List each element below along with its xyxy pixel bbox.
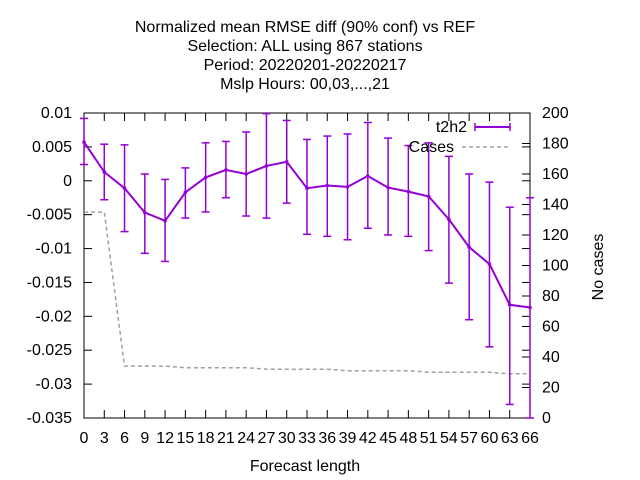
x-tick-label: 12: [156, 430, 174, 447]
title-line: Selection: ALL using 867 stations: [187, 38, 422, 55]
x-tick-label: 39: [339, 430, 357, 447]
y-tick-label: 0.005: [32, 139, 72, 156]
x-tick-label: 57: [460, 430, 478, 447]
x-tick-label: 15: [176, 430, 194, 447]
t2h2-point: [122, 186, 127, 191]
chart-title: Normalized mean RMSE diff (90% conf) vs …: [135, 19, 475, 93]
t2h2-point: [507, 303, 512, 307]
cases-line: [84, 211, 530, 375]
legend: t2h2 Cases: [409, 119, 511, 156]
x-axis-label: Forecast length: [250, 458, 360, 475]
x-tick-label: 27: [258, 430, 276, 447]
x-tick-label: 18: [197, 430, 215, 447]
t2h2-point: [467, 245, 471, 249]
legend-label-cases: Cases: [409, 139, 454, 156]
y-tick-label: -0.005: [27, 207, 72, 224]
t2h2-point: [284, 160, 289, 164]
x-tick-label: 51: [420, 430, 438, 447]
y2-tick-label: 160: [542, 166, 569, 183]
y-axis: 0.01 0.005 0 -0.005 -0.01 -0.015 -0.02 -0.025 -0…: [27, 105, 530, 427]
x-tick-label: 45: [379, 430, 397, 447]
y2-tick-label: 200: [542, 105, 569, 122]
x-tick-label: 42: [359, 430, 377, 447]
t2h2-point: [203, 175, 208, 180]
t2h2-point: [224, 168, 228, 172]
t2h2-point: [82, 140, 86, 144]
title-line: Period: 20220201-20220217: [204, 57, 407, 74]
y-tick-label: -0.025: [27, 342, 72, 359]
t2h2-point: [244, 172, 248, 176]
y2-tick-label: 60: [542, 319, 560, 336]
y-tick-label: -0.035: [27, 410, 72, 427]
y-tick-label: -0.03: [36, 376, 73, 393]
y2-tick-label: 80: [542, 288, 560, 305]
x-tick-label: 6: [120, 430, 129, 447]
y2-tick-label: 180: [542, 136, 569, 153]
t2h2-point: [447, 217, 451, 222]
y2-axis: 0 20 40 60 80 100 120 140 160 180 200: [522, 105, 569, 427]
t2h2-point: [305, 186, 309, 191]
x-tick-label: 3: [100, 430, 109, 447]
t2h2-point: [102, 170, 107, 174]
y-tick-label: -0.02: [36, 308, 73, 325]
title-line: Mslp Hours: 00,03,...,21: [220, 76, 390, 93]
t2h2-point: [366, 174, 370, 178]
y-tick-label: -0.01: [36, 241, 73, 258]
t2h2-point: [528, 305, 532, 310]
legend-label-t2h2: t2h2: [436, 119, 467, 136]
x-tick-label: 30: [278, 430, 296, 447]
cases-series: [84, 211, 530, 375]
t2h2-point: [406, 189, 411, 194]
t2h2-point: [325, 183, 330, 188]
x-tick-label: 54: [440, 430, 458, 447]
y2-tick-label: 40: [542, 349, 560, 366]
y2-axis-label: No cases: [590, 234, 607, 301]
x-axis: 0 3 6 9 12 15 18 21 24 27 30 33 36 39 42 45 48 51 54 57 60 63…: [80, 113, 539, 447]
t2h2-series: [80, 112, 534, 419]
x-tick-label: 63: [501, 430, 519, 447]
x-tick-label: 24: [237, 430, 255, 447]
t2h2-point: [386, 185, 390, 190]
y-tick-label: -0.015: [27, 274, 72, 291]
t2h2-point: [163, 218, 167, 223]
x-tick-label: 0: [80, 430, 89, 447]
t2h2-point: [183, 190, 188, 195]
t2h2-point: [487, 262, 492, 266]
x-tick-label: 21: [217, 430, 235, 447]
y2-tick-label: 140: [542, 197, 569, 214]
x-tick-label: 48: [399, 430, 417, 447]
t2h2-point: [143, 210, 147, 215]
x-tick-label: 60: [481, 430, 499, 447]
y2-tick-label: 20: [542, 380, 560, 397]
x-tick-label: 66: [521, 430, 539, 447]
t2h2-point: [426, 194, 431, 199]
y2-tick-label: 120: [542, 227, 569, 244]
y2-tick-label: 0: [542, 410, 551, 427]
x-tick-label: 36: [318, 430, 336, 447]
y-tick-label: 0: [63, 173, 72, 190]
title-line: Normalized mean RMSE diff (90% conf) vs …: [135, 19, 475, 36]
x-tick-label: 9: [140, 430, 149, 447]
y2-tick-label: 100: [542, 258, 569, 275]
y-tick-label: 0.01: [41, 105, 72, 122]
x-tick-label: 33: [298, 430, 316, 447]
t2h2-point: [264, 164, 269, 168]
t2h2-point: [345, 185, 350, 189]
